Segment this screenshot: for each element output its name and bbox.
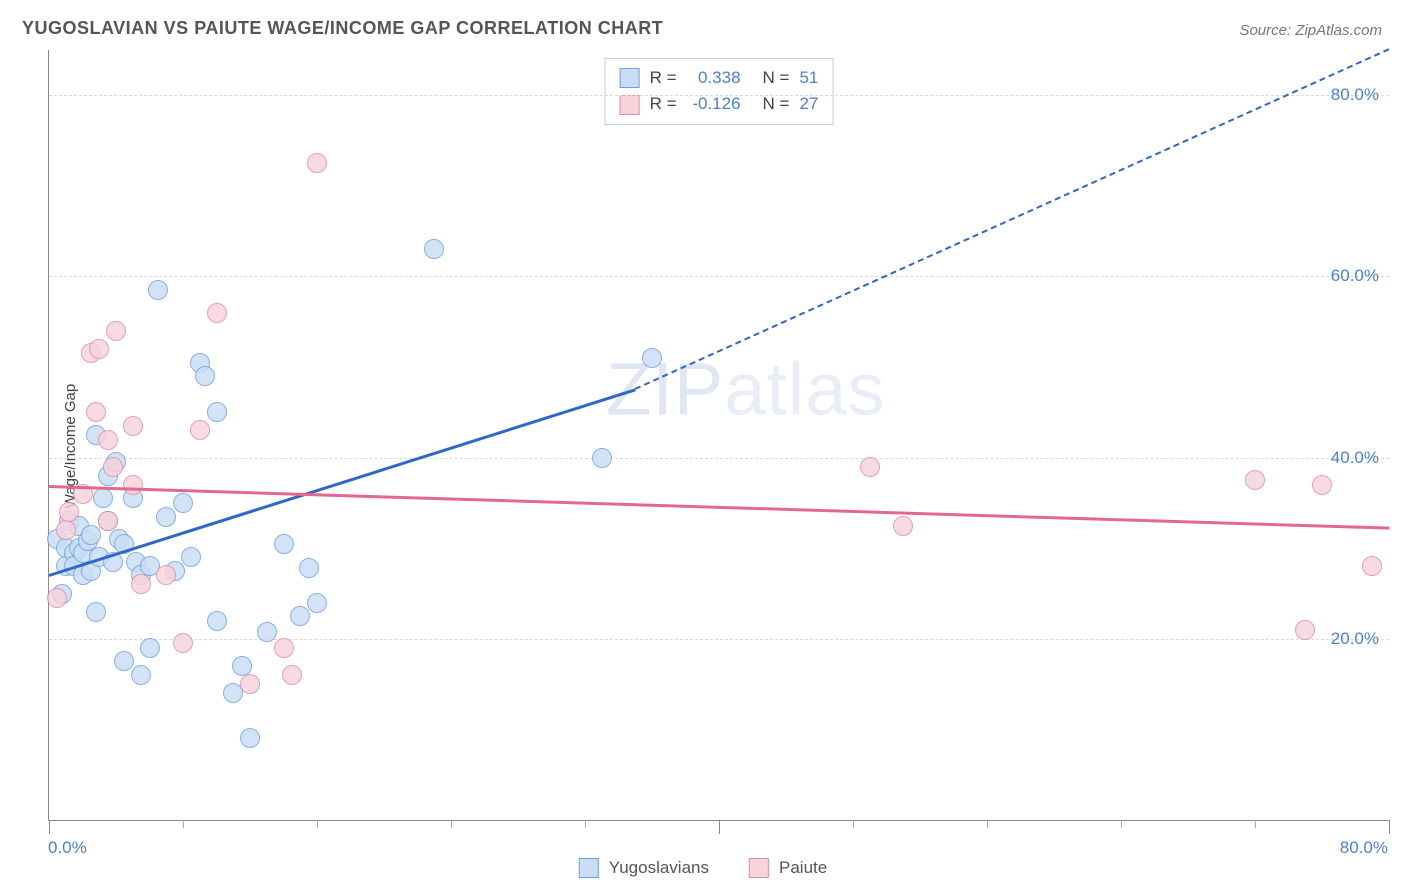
data-point <box>156 507 176 527</box>
legend-item: Paiute <box>749 858 827 878</box>
y-tick-label: 60.0% <box>1331 266 1379 286</box>
legend-item: Yugoslavians <box>579 858 709 878</box>
data-point <box>59 502 79 522</box>
scatter-plot-area: ZIPatlas R =0.338N =51R =-0.126N =27 20.… <box>48 50 1389 821</box>
data-point <box>123 475 143 495</box>
trend-line <box>49 485 1389 530</box>
legend-swatch <box>579 858 599 878</box>
data-point <box>195 366 215 386</box>
data-point <box>1295 620 1315 640</box>
legend-row: R =0.338N =51 <box>620 65 819 91</box>
data-point <box>1362 556 1382 576</box>
data-point <box>274 534 294 554</box>
x-tick-minor <box>987 820 988 828</box>
data-point <box>207 402 227 422</box>
correlation-legend: R =0.338N =51R =-0.126N =27 <box>605 58 834 125</box>
data-point <box>131 574 151 594</box>
x-tick-minor <box>853 820 854 828</box>
data-point <box>424 239 444 259</box>
data-point <box>98 511 118 531</box>
x-tick <box>49 820 50 834</box>
x-tick <box>1389 820 1390 834</box>
data-point <box>47 588 67 608</box>
data-point <box>148 280 168 300</box>
data-point <box>290 606 310 626</box>
data-point <box>240 674 260 694</box>
chart-title: YUGOSLAVIAN VS PAIUTE WAGE/INCOME GAP CO… <box>22 18 663 39</box>
x-tick-minor <box>183 820 184 828</box>
source-attribution: Source: ZipAtlas.com <box>1239 22 1382 39</box>
data-point <box>114 651 134 671</box>
data-point <box>86 402 106 422</box>
data-point <box>1312 475 1332 495</box>
y-tick-label: 80.0% <box>1331 85 1379 105</box>
x-tick-minor <box>451 820 452 828</box>
x-tick-minor <box>317 820 318 828</box>
data-point <box>860 457 880 477</box>
data-point <box>98 430 118 450</box>
data-point <box>232 656 252 676</box>
data-point <box>642 348 662 368</box>
gridline <box>49 639 1389 640</box>
legend-swatch <box>620 95 640 115</box>
data-point <box>81 525 101 545</box>
data-point <box>207 611 227 631</box>
x-tick-minor <box>1255 820 1256 828</box>
data-point <box>103 457 123 477</box>
data-point <box>592 448 612 468</box>
data-point <box>893 516 913 536</box>
data-point <box>56 520 76 540</box>
x-tick-minor <box>1121 820 1122 828</box>
x-axis-label-min: 0.0% <box>48 838 87 858</box>
data-point <box>123 416 143 436</box>
data-point <box>173 633 193 653</box>
data-point <box>299 558 319 578</box>
data-point <box>307 593 327 613</box>
x-tick <box>719 820 720 834</box>
legend-swatch <box>620 68 640 88</box>
data-point <box>307 153 327 173</box>
data-point <box>282 665 302 685</box>
x-axis-label-max: 80.0% <box>1340 838 1388 858</box>
x-tick-minor <box>585 820 586 828</box>
data-point <box>190 420 210 440</box>
series-legend: Yugoslavians Paiute <box>579 858 827 878</box>
data-point <box>131 665 151 685</box>
legend-swatch <box>749 858 769 878</box>
data-point <box>89 339 109 359</box>
gridline <box>49 95 1389 96</box>
gridline <box>49 276 1389 277</box>
data-point <box>140 638 160 658</box>
data-point <box>240 728 260 748</box>
y-tick-label: 40.0% <box>1331 448 1379 468</box>
data-point <box>274 638 294 658</box>
data-point <box>207 303 227 323</box>
y-tick-label: 20.0% <box>1331 629 1379 649</box>
data-point <box>173 493 193 513</box>
data-point <box>257 622 277 642</box>
data-point <box>156 565 176 585</box>
data-point <box>86 602 106 622</box>
data-point <box>1245 470 1265 490</box>
data-point <box>93 488 113 508</box>
gridline <box>49 458 1389 459</box>
data-point <box>106 321 126 341</box>
data-point <box>181 547 201 567</box>
